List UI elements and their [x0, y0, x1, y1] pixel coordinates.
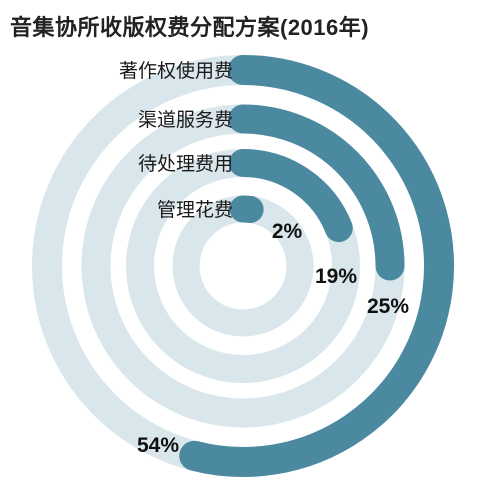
value-label: 25%	[367, 295, 409, 318]
category-label: 待处理费用	[138, 153, 233, 175]
category-label: 著作权使用费	[119, 60, 233, 82]
category-label: 渠道服务费	[138, 109, 233, 131]
chart-title: 音集协所收版权费分配方案(2016年)	[10, 15, 370, 40]
value-label: 54%	[137, 434, 179, 457]
bar-arc	[228, 104, 405, 281]
bar-arc	[179, 55, 455, 477]
category-label: 管理花费	[157, 199, 233, 221]
bar-arc	[229, 149, 353, 243]
value-label: 2%	[272, 220, 303, 243]
value-label: 19%	[315, 265, 357, 288]
